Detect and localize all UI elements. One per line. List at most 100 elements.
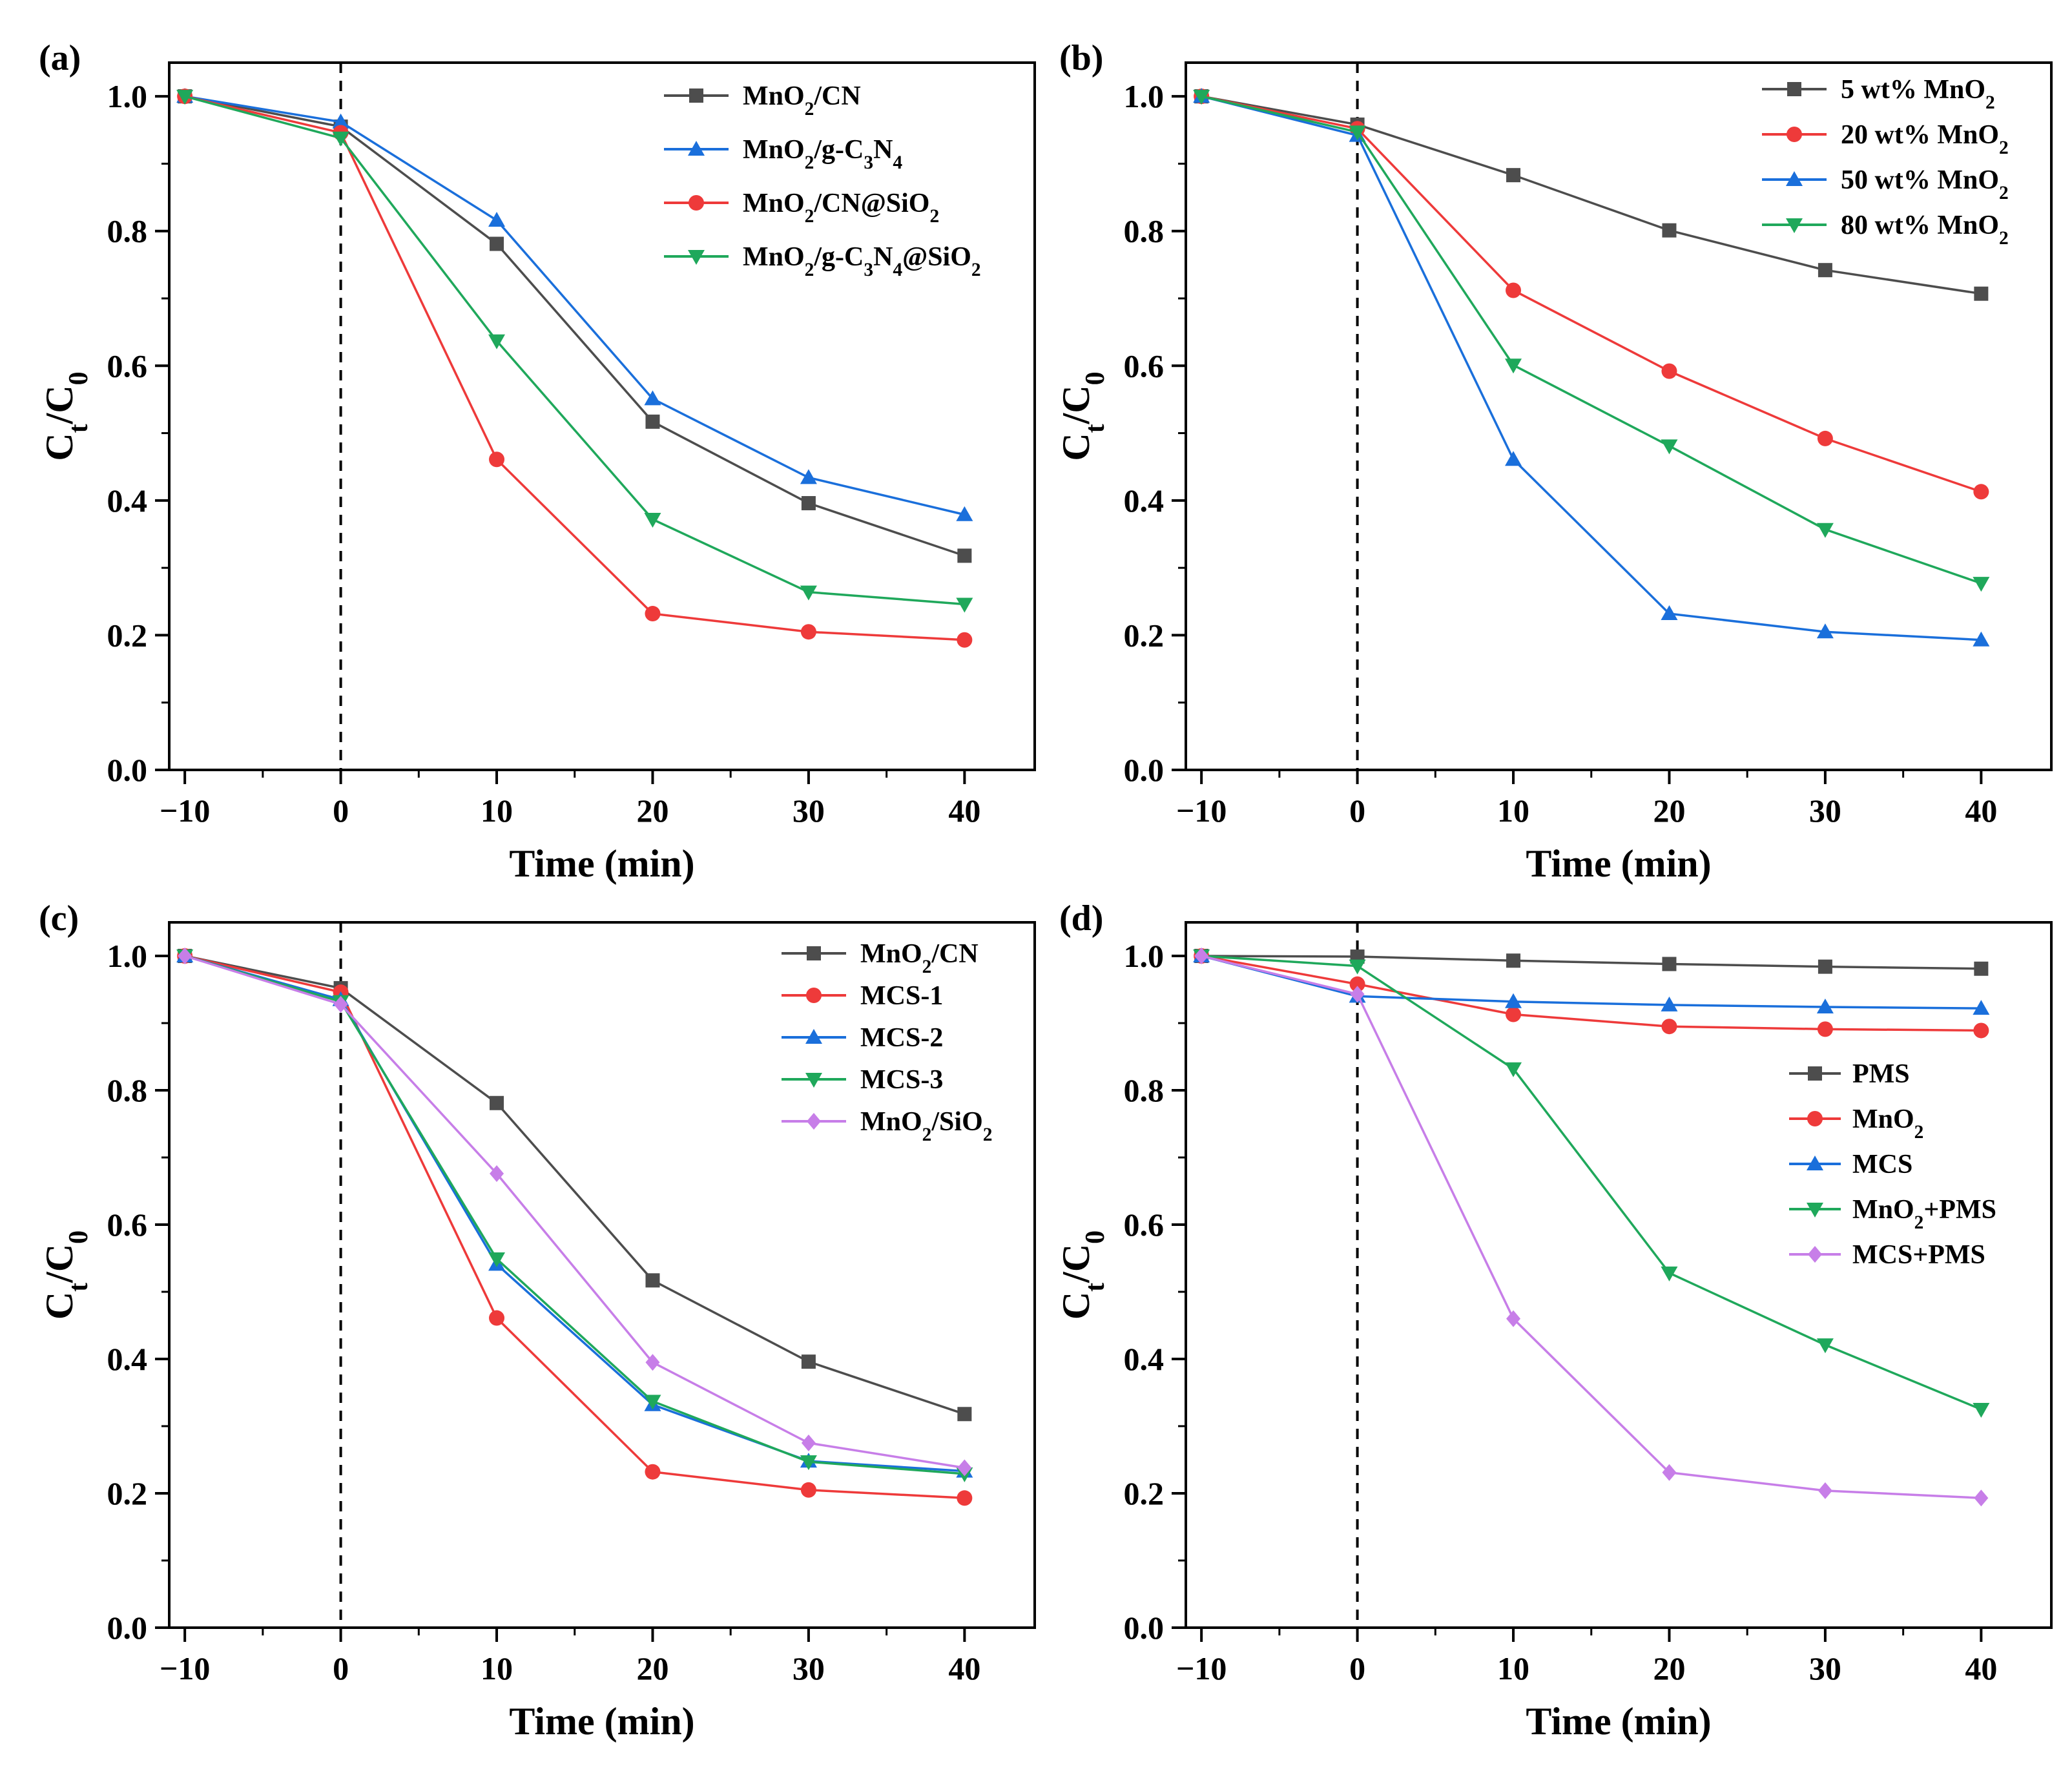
series-line	[184, 95, 965, 516]
data-point	[801, 1435, 816, 1451]
data-point	[800, 1482, 816, 1498]
legend-marker	[1786, 218, 1803, 233]
data-point	[176, 90, 194, 105]
y-tick-label: 1.0	[1124, 938, 1165, 974]
data-point	[489, 451, 505, 468]
legend-marker	[1808, 1246, 1822, 1263]
y-tick-label: 0.8	[107, 1072, 148, 1108]
x-tick-label: 30	[793, 793, 825, 829]
data-point	[488, 334, 506, 349]
legend-entry: 80 wt% MnO2	[1762, 211, 2009, 249]
data-point	[1349, 125, 1366, 141]
series-line	[184, 955, 965, 1475]
data-point	[800, 1455, 817, 1471]
series-line	[184, 95, 965, 557]
legend-entry: PMS	[1789, 1059, 1910, 1089]
series-line	[1201, 95, 1982, 585]
legend-label: MCS-3	[860, 1065, 943, 1095]
data-point	[1506, 168, 1521, 183]
data-point	[1662, 223, 1677, 238]
series-line	[1201, 95, 1982, 641]
x-tick-label: 40	[948, 793, 980, 829]
data-point	[956, 506, 973, 521]
legend-entry: MnO2/SiO2	[782, 1107, 992, 1145]
data-point	[1350, 986, 1365, 1003]
panel-a: (a) −10 0 10 20 30 40 0.0 0.2 0.4 0.6 0.8 1.0 Time (m…	[38, 38, 1036, 885]
data-point	[1506, 1310, 1521, 1327]
legend-marker	[1807, 1203, 1823, 1218]
x-tick-label: −10	[1176, 793, 1227, 829]
series-line	[1201, 95, 1982, 493]
data-point	[1816, 999, 1834, 1014]
legend-marker	[1786, 171, 1803, 186]
series-line	[1201, 955, 1982, 1032]
data-point	[1505, 358, 1522, 374]
y-axis-title: Ct/C0	[38, 371, 94, 461]
data-point	[644, 1395, 661, 1410]
data-point	[489, 1310, 505, 1326]
data-point	[1661, 363, 1677, 379]
legend-entry: MnO2/g-C3N4@SiO2	[664, 242, 981, 280]
panel-label: (c)	[39, 898, 79, 938]
series-line	[1201, 955, 1982, 1010]
data-point	[801, 496, 816, 511]
plot-frame	[1185, 61, 2053, 771]
series-line	[1201, 955, 1982, 1500]
data-point	[957, 1407, 972, 1422]
data-point	[1817, 430, 1833, 446]
data-point	[645, 1464, 661, 1480]
y-tick-label: 0.6	[107, 347, 148, 384]
data-point	[1973, 1403, 1990, 1418]
data-point	[1817, 1021, 1833, 1037]
data-point	[1974, 1489, 1989, 1507]
panel-c: (c) −10 0 10 20 30 40 0.0 0.2 0.4 0.6 0.8 1.0 Time (m…	[38, 898, 1036, 1743]
y-tick-label: 1.0	[1124, 78, 1165, 114]
series-line	[1201, 95, 1982, 295]
x-tick-label: 30	[1809, 793, 1841, 829]
legend-entry: MnO2/CN@SiO2	[664, 189, 939, 227]
data-point	[1816, 523, 1834, 538]
data-point	[1662, 1464, 1677, 1481]
series-line	[184, 95, 965, 606]
x-tick-label: 0	[333, 1650, 349, 1686]
x-tick-label: 10	[1497, 793, 1529, 829]
legend-entry: MCS+PMS	[1789, 1240, 1985, 1270]
legend-label: MnO2	[1852, 1104, 1923, 1143]
series-line	[184, 955, 965, 1469]
data-point	[1661, 439, 1678, 455]
data-point	[1973, 577, 1990, 592]
legend-label: MnO2/CN	[743, 81, 861, 119]
y-tick-label: 0.0	[107, 752, 148, 788]
x-tick-label: 30	[793, 1650, 825, 1686]
y-tick-label: 0.0	[1124, 1610, 1165, 1646]
panel-d: (d) −10 0 10 20 30 40 0.0 0.2 0.4 0.6 0.8 1.0 Time (m…	[1055, 898, 2053, 1743]
legend-entry: MnO2/CN	[782, 939, 979, 977]
x-tick-label: 10	[1497, 1650, 1529, 1686]
data-point	[1816, 623, 1834, 639]
data-point	[178, 948, 192, 964]
data-point	[801, 1354, 816, 1369]
data-point	[333, 995, 348, 1013]
data-point	[1973, 631, 1990, 647]
data-point	[957, 632, 973, 648]
series-0	[178, 949, 972, 1422]
legend-label: MnO2+PMS	[1852, 1195, 1996, 1233]
plot-frame	[168, 61, 1036, 771]
x-tick-label: 40	[1965, 1650, 1997, 1686]
legend-marker	[1787, 82, 1801, 96]
legend-entry: MCS-1	[782, 981, 943, 1011]
data-point	[1974, 286, 1989, 301]
panel-b: (b) −10 0 10 20 30 40 0.0 0.2 0.4 0.6 0.8 1.0 Time (m…	[1055, 38, 2053, 885]
x-tick-label: 0	[1349, 1650, 1365, 1686]
data-point	[1193, 90, 1210, 105]
legend-label: MCS-1	[860, 981, 943, 1011]
data-point	[1349, 976, 1365, 992]
data-point	[644, 390, 661, 406]
y-tick-label: 1.0	[107, 938, 148, 974]
legend-marker	[807, 946, 821, 960]
x-tick-label: 20	[636, 1650, 668, 1686]
legend-entry: MCS	[1789, 1150, 1912, 1179]
x-tick-label: 0	[333, 793, 349, 829]
legend-label: MnO2/SiO2	[860, 1107, 992, 1145]
